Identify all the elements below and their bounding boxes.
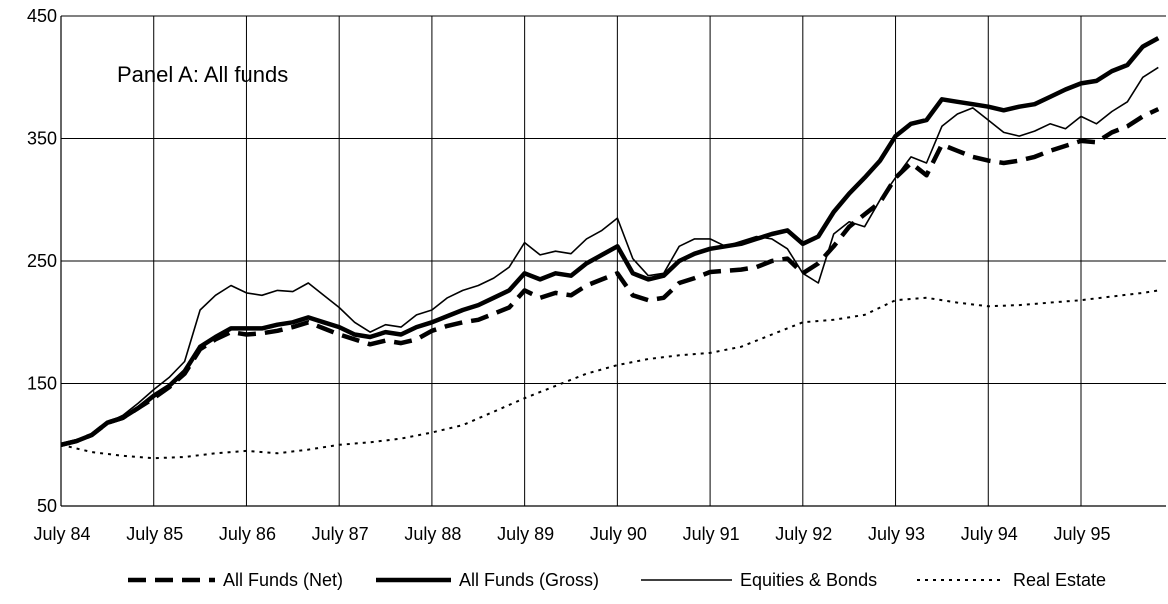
x-tick-label: July 89 <box>497 524 554 544</box>
legend-label: Equities & Bonds <box>740 570 877 590</box>
grid <box>60 15 1166 507</box>
x-tick-label: July 87 <box>312 524 369 544</box>
tick-labels: 50 150 250 350 450 July 84 July 85 July 86 July … <box>27 6 1111 544</box>
series-line-equities-bonds <box>60 66 1159 446</box>
x-tick-label: July 90 <box>590 524 647 544</box>
y-tick-label: 150 <box>27 374 57 394</box>
y-tick-label: 250 <box>27 251 57 271</box>
x-tick-label: July 93 <box>868 524 925 544</box>
axes <box>60 16 1166 507</box>
legend-label: All Funds (Gross) <box>459 570 599 590</box>
x-tick-label: July 88 <box>404 524 461 544</box>
legend: All Funds (Net) All Funds (Gross) Equities… <box>128 570 1106 590</box>
x-tick-label: July 84 <box>33 524 90 544</box>
x-tick-label: July 85 <box>126 524 183 544</box>
y-tick-label: 450 <box>27 6 57 26</box>
panel-annotation: Panel A: All funds <box>117 62 288 87</box>
x-tick-label: July 94 <box>961 524 1018 544</box>
x-tick-label: July 92 <box>775 524 832 544</box>
y-tick-label: 50 <box>37 496 57 516</box>
x-tick-label: July 91 <box>683 524 740 544</box>
legend-label: All Funds (Net) <box>223 570 343 590</box>
series-line-all-funds-gross <box>60 36 1160 447</box>
series-line-real-estate <box>60 289 1159 460</box>
series-line-all-funds-net <box>60 107 1160 447</box>
series-lines <box>60 36 1160 460</box>
x-tick-label: July 86 <box>219 524 276 544</box>
legend-label: Real Estate <box>1013 570 1106 590</box>
x-tick-label: July 95 <box>1053 524 1110 544</box>
y-tick-label: 350 <box>27 129 57 149</box>
